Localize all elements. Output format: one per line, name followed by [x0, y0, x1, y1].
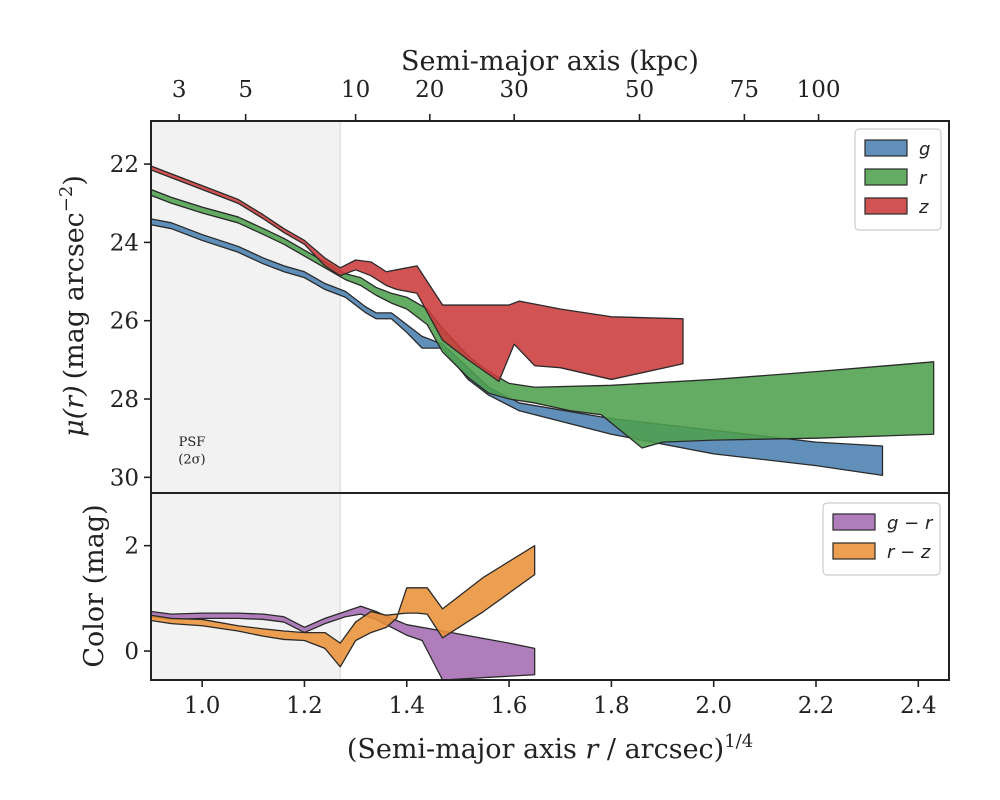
color-series-layer [150, 545, 536, 681]
profile-band-0 [150, 218, 884, 477]
profile-legend-swatch-0 [864, 139, 908, 157]
profile-legend-label-0: g [919, 139, 930, 160]
x-tick-label-1: 1.2 [286, 693, 323, 719]
profile-legend: grz [854, 128, 942, 231]
x-tick-label-6: 2.2 [798, 693, 835, 719]
color-y-tick-label-1: 2 [124, 534, 139, 560]
y-unit-close: ) [59, 175, 90, 186]
kpc-tick-label-6: 75 [730, 77, 759, 103]
psf-label-sigma: (2σ) [178, 453, 205, 468]
color-legend-label-0: g − r [887, 513, 934, 534]
kpc-tick-label-1: 5 [238, 77, 253, 103]
profile-y-tick-label-3: 28 [110, 387, 139, 413]
profile-legend-label-1: r [919, 168, 928, 189]
color-band-0 [150, 605, 536, 681]
x-tick-label-3: 1.6 [491, 693, 528, 719]
profile-legend-swatch-2 [864, 197, 908, 215]
psf-region-bottom [151, 493, 341, 680]
kpc-tick-label-7: 100 [797, 77, 841, 103]
profile-y-tick-label-2: 26 [110, 309, 139, 335]
y-unit: (mag arcsec [59, 212, 90, 379]
psf-region-top [151, 121, 341, 493]
color-axes-frame [150, 492, 950, 681]
x-label-exponent: 1/4 [724, 731, 753, 752]
color-legend-label-1: r − z [887, 542, 931, 563]
kpc-tick-label-3: 20 [415, 77, 444, 103]
profile-y-tick-label-1: 24 [110, 230, 139, 256]
color-legend: g − r r − z [822, 502, 941, 576]
profile-y-tick-label-0: 22 [110, 152, 139, 178]
x-label-var: r [585, 734, 600, 765]
top-axis-title: Semi-major axis (kpc) [401, 46, 699, 77]
x-tick-label-4: 1.8 [593, 693, 630, 719]
profile-y-axis-title: μ(r) (mag arcsec−2) [56, 175, 90, 437]
color-y-axis-title: Color (mag) [79, 504, 110, 667]
profile-band-2 [150, 165, 684, 383]
profile-y-tick-label-4: 30 [110, 465, 139, 491]
kpc-tick-label-2: 10 [341, 77, 370, 103]
profile-series-layer [150, 165, 935, 477]
mu-symbol: μ(r) [59, 385, 90, 437]
profile-legend-swatch-1 [864, 168, 908, 186]
x-label-main: (Semi-major axis [347, 734, 586, 765]
x-tick-label-5: 2.0 [695, 693, 732, 719]
kpc-tick-label-4: 30 [500, 77, 529, 103]
y-unit-exponent: −2 [56, 186, 77, 213]
x-tick-label-7: 2.4 [900, 693, 937, 719]
color-y-tick-label-0: 0 [124, 639, 139, 665]
psf-label: PSF [179, 435, 206, 450]
kpc-tick-label-5: 50 [625, 77, 654, 103]
x-tick-label-0: 1.0 [184, 693, 221, 719]
color-legend-swatch-0 [832, 513, 876, 531]
profile-legend-label-2: z [918, 197, 929, 218]
axis-ticks: 1.0 1.2 1.4 1.6 1.8 2.0 2.2 2.4 22 24 26 28 30 0 2 3 5 10… [110, 77, 937, 719]
x-axis-title: (Semi-major axis r / arcsec)1/4 [347, 731, 753, 765]
color-legend-swatch-1 [832, 542, 876, 560]
x-label-unit: / arcsec) [598, 734, 724, 765]
kpc-tick-label-0: 3 [172, 77, 187, 103]
profile-band-1 [150, 188, 935, 449]
x-tick-label-2: 1.4 [388, 693, 425, 719]
color-band-1 [150, 545, 536, 668]
